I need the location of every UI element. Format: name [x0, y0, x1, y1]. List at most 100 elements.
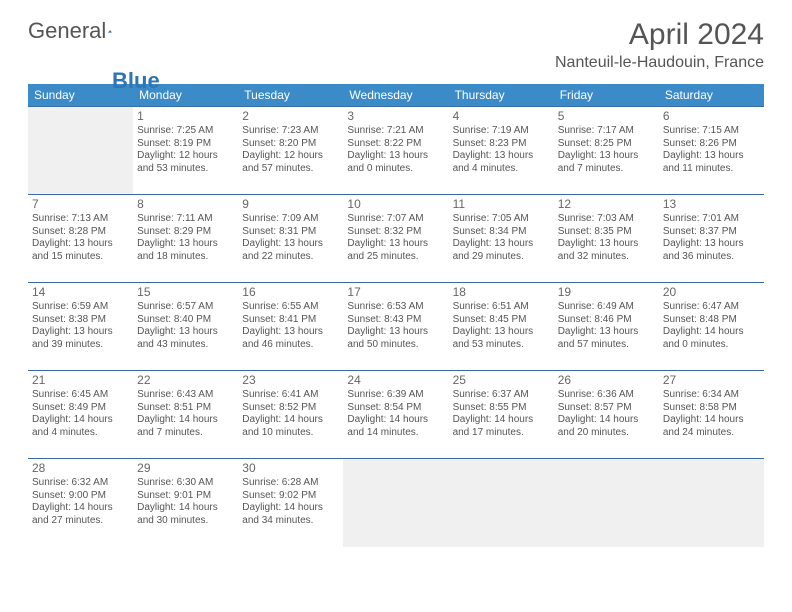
day-info: Sunrise: 6:55 AMSunset: 8:41 PMDaylight:…: [242, 301, 339, 351]
calendar-cell: 17Sunrise: 6:53 AMSunset: 8:43 PMDayligh…: [343, 283, 448, 371]
calendar-cell: 30Sunrise: 6:28 AMSunset: 9:02 PMDayligh…: [238, 459, 343, 547]
day-number: 2: [242, 109, 339, 124]
calendar-cell: 25Sunrise: 6:37 AMSunset: 8:55 PMDayligh…: [449, 371, 554, 459]
sunset-text: Sunset: 8:49 PM: [32, 402, 129, 415]
day-number: 16: [242, 285, 339, 300]
day-number: 27: [663, 373, 760, 388]
day-number: 21: [32, 373, 129, 388]
daylight-text: Daylight: 13 hours and 57 minutes.: [558, 326, 655, 351]
daylight-text: Daylight: 13 hours and 0 minutes.: [347, 150, 444, 175]
day-info: Sunrise: 6:34 AMSunset: 8:58 PMDaylight:…: [663, 389, 760, 439]
calendar-cell: 18Sunrise: 6:51 AMSunset: 8:45 PMDayligh…: [449, 283, 554, 371]
day-info: Sunrise: 7:05 AMSunset: 8:34 PMDaylight:…: [453, 213, 550, 263]
sunset-text: Sunset: 8:19 PM: [137, 138, 234, 151]
month-title: April 2024: [555, 18, 764, 52]
day-info: Sunrise: 6:32 AMSunset: 9:00 PMDaylight:…: [32, 477, 129, 527]
sunrise-text: Sunrise: 6:47 AM: [663, 301, 760, 314]
calendar-row: 7Sunrise: 7:13 AMSunset: 8:28 PMDaylight…: [28, 195, 764, 283]
daylight-text: Daylight: 13 hours and 32 minutes.: [558, 238, 655, 263]
sunset-text: Sunset: 8:41 PM: [242, 314, 339, 327]
daylight-text: Daylight: 14 hours and 10 minutes.: [242, 414, 339, 439]
day-info: Sunrise: 6:53 AMSunset: 8:43 PMDaylight:…: [347, 301, 444, 351]
sunset-text: Sunset: 8:46 PM: [558, 314, 655, 327]
daylight-text: Daylight: 13 hours and 22 minutes.: [242, 238, 339, 263]
daylight-text: Daylight: 13 hours and 46 minutes.: [242, 326, 339, 351]
sunset-text: Sunset: 9:02 PM: [242, 490, 339, 503]
sunset-text: Sunset: 8:25 PM: [558, 138, 655, 151]
weekday-header: Friday: [554, 84, 659, 107]
daylight-text: Daylight: 14 hours and 14 minutes.: [347, 414, 444, 439]
title-block: April 2024 Nanteuil-le-Haudouin, France: [555, 18, 764, 72]
sunrise-text: Sunrise: 7:25 AM: [137, 125, 234, 138]
calendar-cell: 22Sunrise: 6:43 AMSunset: 8:51 PMDayligh…: [133, 371, 238, 459]
sunset-text: Sunset: 8:32 PM: [347, 226, 444, 239]
sunrise-text: Sunrise: 7:21 AM: [347, 125, 444, 138]
daylight-text: Daylight: 13 hours and 36 minutes.: [663, 238, 760, 263]
sunrise-text: Sunrise: 6:55 AM: [242, 301, 339, 314]
brand-logo: General: [28, 18, 132, 44]
sunset-text: Sunset: 8:22 PM: [347, 138, 444, 151]
daylight-text: Daylight: 12 hours and 57 minutes.: [242, 150, 339, 175]
sunset-text: Sunset: 8:26 PM: [663, 138, 760, 151]
calendar-cell: [449, 459, 554, 547]
calendar-cell: 11Sunrise: 7:05 AMSunset: 8:34 PMDayligh…: [449, 195, 554, 283]
day-info: Sunrise: 7:13 AMSunset: 8:28 PMDaylight:…: [32, 213, 129, 263]
sunrise-text: Sunrise: 6:41 AM: [242, 389, 339, 402]
daylight-text: Daylight: 14 hours and 34 minutes.: [242, 502, 339, 527]
day-number: 22: [137, 373, 234, 388]
calendar-cell: 2Sunrise: 7:23 AMSunset: 8:20 PMDaylight…: [238, 107, 343, 195]
sunrise-text: Sunrise: 6:57 AM: [137, 301, 234, 314]
day-info: Sunrise: 7:01 AMSunset: 8:37 PMDaylight:…: [663, 213, 760, 263]
sunset-text: Sunset: 8:38 PM: [32, 314, 129, 327]
daylight-text: Daylight: 13 hours and 50 minutes.: [347, 326, 444, 351]
calendar-cell: 1Sunrise: 7:25 AMSunset: 8:19 PMDaylight…: [133, 107, 238, 195]
daylight-text: Daylight: 13 hours and 7 minutes.: [558, 150, 655, 175]
day-info: Sunrise: 6:43 AMSunset: 8:51 PMDaylight:…: [137, 389, 234, 439]
sunrise-text: Sunrise: 7:17 AM: [558, 125, 655, 138]
sunrise-text: Sunrise: 6:45 AM: [32, 389, 129, 402]
calendar-cell: [659, 459, 764, 547]
day-info: Sunrise: 6:39 AMSunset: 8:54 PMDaylight:…: [347, 389, 444, 439]
day-number: 15: [137, 285, 234, 300]
calendar-cell: 24Sunrise: 6:39 AMSunset: 8:54 PMDayligh…: [343, 371, 448, 459]
calendar-cell: 28Sunrise: 6:32 AMSunset: 9:00 PMDayligh…: [28, 459, 133, 547]
calendar-row: 1Sunrise: 7:25 AMSunset: 8:19 PMDaylight…: [28, 107, 764, 195]
calendar-cell: 7Sunrise: 7:13 AMSunset: 8:28 PMDaylight…: [28, 195, 133, 283]
sunrise-text: Sunrise: 7:13 AM: [32, 213, 129, 226]
day-number: 14: [32, 285, 129, 300]
calendar-cell: 9Sunrise: 7:09 AMSunset: 8:31 PMDaylight…: [238, 195, 343, 283]
sunrise-text: Sunrise: 6:37 AM: [453, 389, 550, 402]
header: General April 2024 Nanteuil-le-Haudouin,…: [28, 18, 764, 72]
day-number: 11: [453, 197, 550, 212]
day-number: 10: [347, 197, 444, 212]
calendar-cell: 8Sunrise: 7:11 AMSunset: 8:29 PMDaylight…: [133, 195, 238, 283]
sunrise-text: Sunrise: 6:53 AM: [347, 301, 444, 314]
calendar-table: SundayMondayTuesdayWednesdayThursdayFrid…: [28, 84, 764, 547]
day-number: 8: [137, 197, 234, 212]
sunset-text: Sunset: 8:28 PM: [32, 226, 129, 239]
day-info: Sunrise: 6:47 AMSunset: 8:48 PMDaylight:…: [663, 301, 760, 351]
day-info: Sunrise: 6:37 AMSunset: 8:55 PMDaylight:…: [453, 389, 550, 439]
day-number: 3: [347, 109, 444, 124]
calendar-cell: 15Sunrise: 6:57 AMSunset: 8:40 PMDayligh…: [133, 283, 238, 371]
day-number: 19: [558, 285, 655, 300]
calendar-cell: 20Sunrise: 6:47 AMSunset: 8:48 PMDayligh…: [659, 283, 764, 371]
day-info: Sunrise: 7:11 AMSunset: 8:29 PMDaylight:…: [137, 213, 234, 263]
calendar-cell: 5Sunrise: 7:17 AMSunset: 8:25 PMDaylight…: [554, 107, 659, 195]
daylight-text: Daylight: 14 hours and 30 minutes.: [137, 502, 234, 527]
daylight-text: Daylight: 13 hours and 53 minutes.: [453, 326, 550, 351]
day-number: 7: [32, 197, 129, 212]
calendar-cell: 19Sunrise: 6:49 AMSunset: 8:46 PMDayligh…: [554, 283, 659, 371]
daylight-text: Daylight: 13 hours and 15 minutes.: [32, 238, 129, 263]
day-number: 20: [663, 285, 760, 300]
sunrise-text: Sunrise: 7:15 AM: [663, 125, 760, 138]
day-info: Sunrise: 7:03 AMSunset: 8:35 PMDaylight:…: [558, 213, 655, 263]
day-number: 17: [347, 285, 444, 300]
sunset-text: Sunset: 8:31 PM: [242, 226, 339, 239]
calendar-cell: 26Sunrise: 6:36 AMSunset: 8:57 PMDayligh…: [554, 371, 659, 459]
sunrise-text: Sunrise: 6:36 AM: [558, 389, 655, 402]
calendar-cell: 16Sunrise: 6:55 AMSunset: 8:41 PMDayligh…: [238, 283, 343, 371]
sunrise-text: Sunrise: 7:07 AM: [347, 213, 444, 226]
day-number: 12: [558, 197, 655, 212]
daylight-text: Daylight: 14 hours and 7 minutes.: [137, 414, 234, 439]
